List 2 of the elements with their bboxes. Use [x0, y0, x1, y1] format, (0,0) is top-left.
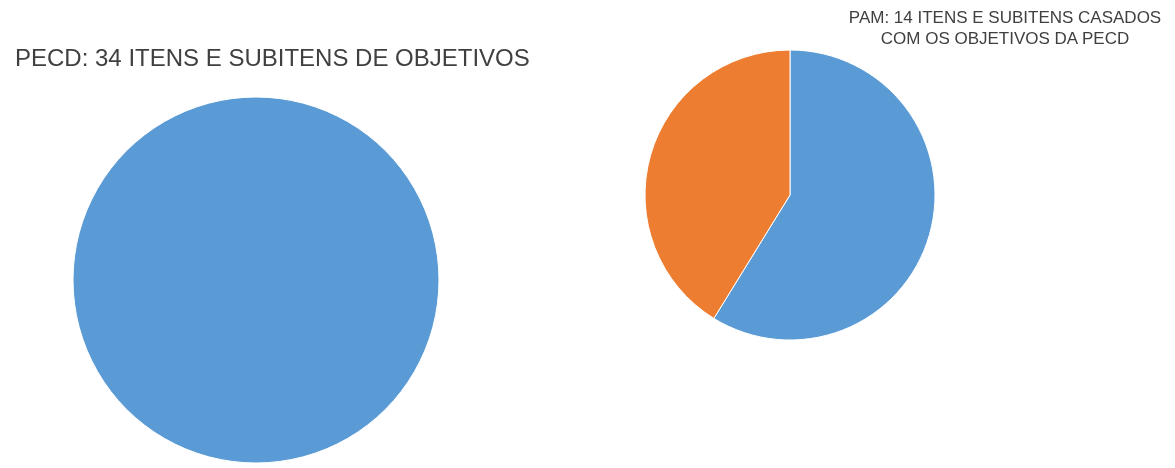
chart-title: PECD: 34 ITENS E SUBITENS DE OBJETIVOS: [15, 43, 530, 71]
text: PAM: 14 ITENS E SUBITENS CASADOS COM OS OBJETIVOS DA PECD: [848, 8, 1162, 48]
